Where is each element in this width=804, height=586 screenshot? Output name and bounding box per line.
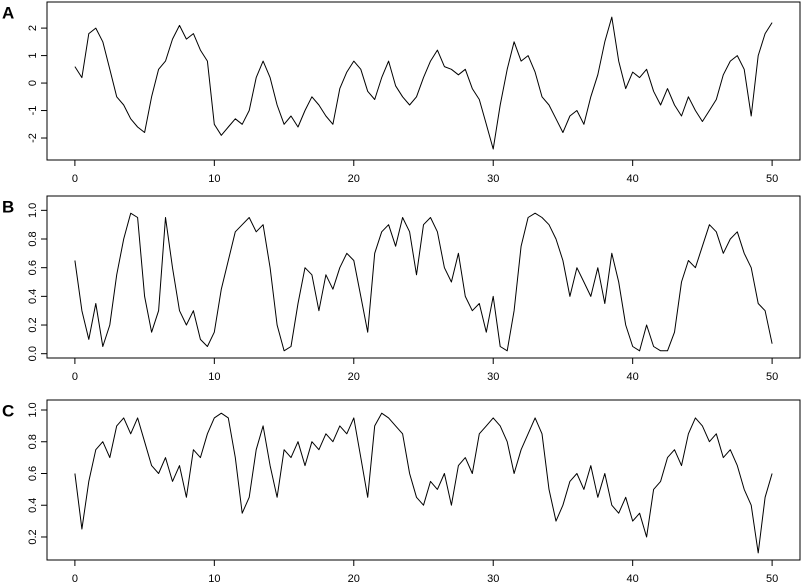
x-tick-label: 0: [72, 573, 78, 585]
y-tick-label: 0.2: [27, 529, 39, 544]
x-tick-label: 50: [766, 371, 778, 383]
series-line: [74, 212, 773, 352]
x-tick-label: 20: [348, 371, 360, 383]
x-tick-label: 0: [72, 371, 78, 383]
x-tick-label: 50: [766, 573, 778, 585]
y-tick-label: 2: [27, 25, 39, 31]
x-tick-label: 40: [627, 173, 639, 185]
x-tick-label: 30: [487, 573, 499, 585]
x-tick-label: 0: [72, 173, 78, 185]
y-tick-label: 1.0: [27, 203, 39, 218]
x-tick-label: 40: [627, 573, 639, 585]
y-tick-label: 0.2: [27, 317, 39, 332]
y-tick-label: 0: [27, 80, 39, 86]
y-tick-label: 0.6: [27, 260, 39, 275]
plot-frame: [46, 399, 801, 561]
panel-title: A: [2, 3, 14, 22]
y-tick-label: 0.8: [27, 231, 39, 246]
x-tick-label: 50: [766, 173, 778, 185]
series-line: [74, 16, 773, 150]
y-tick-label: 1.0: [27, 402, 39, 417]
y-tick-label: -2: [27, 133, 39, 143]
x-tick-label: 30: [487, 371, 499, 383]
x-tick-label: 10: [208, 173, 220, 185]
panel-title: C: [2, 401, 14, 420]
x-tick-label: 20: [348, 173, 360, 185]
panel-title: B: [2, 197, 14, 216]
x-tick-label: 10: [208, 371, 220, 383]
series-line: [74, 412, 773, 554]
x-tick-label: 30: [487, 173, 499, 185]
y-tick-label: -1: [27, 106, 39, 116]
y-tick-label: 0.8: [27, 434, 39, 449]
plot-frame: [46, 1, 801, 161]
y-tick-label: 0.6: [27, 466, 39, 481]
y-tick-label: 0.4: [27, 289, 39, 304]
x-tick-label: 10: [208, 573, 220, 585]
y-tick-label: 1: [27, 53, 39, 59]
x-tick-label: 20: [348, 573, 360, 585]
y-tick-label: 0.4: [27, 498, 39, 513]
plot-frame: [46, 195, 801, 359]
y-tick-label: 0.0: [27, 346, 39, 361]
x-tick-label: 40: [627, 371, 639, 383]
